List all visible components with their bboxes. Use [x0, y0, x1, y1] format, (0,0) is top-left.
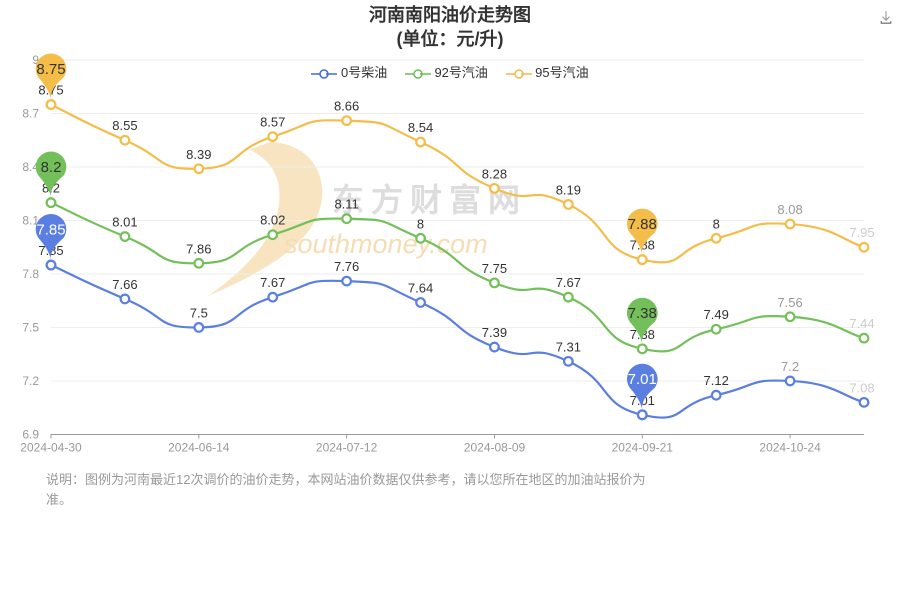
svg-text:7.08: 7.08 [849, 380, 874, 395]
svg-text:2024-06-14: 2024-06-14 [168, 440, 230, 454]
svg-text:8.2: 8.2 [41, 159, 62, 176]
svg-text:7.64: 7.64 [408, 280, 433, 295]
svg-text:7.85: 7.85 [36, 221, 65, 238]
svg-text:2024-10-24: 2024-10-24 [759, 440, 821, 454]
svg-text:8.01: 8.01 [112, 215, 137, 230]
svg-text:8.02: 8.02 [260, 213, 285, 228]
svg-text:7.2: 7.2 [22, 374, 39, 388]
svg-text:8.55: 8.55 [112, 118, 137, 133]
svg-text:7.95: 7.95 [849, 225, 874, 240]
svg-text:7.8: 7.8 [22, 267, 39, 281]
svg-text:7.88: 7.88 [628, 216, 657, 233]
svg-text:8.28: 8.28 [482, 166, 507, 181]
svg-text:7.49: 7.49 [704, 307, 729, 322]
svg-text:8.7: 8.7 [22, 106, 39, 120]
svg-text:8.57: 8.57 [260, 115, 285, 130]
svg-text:7.56: 7.56 [777, 295, 802, 310]
svg-text:8.66: 8.66 [334, 99, 359, 114]
svg-text:7.5: 7.5 [190, 305, 208, 320]
svg-text:8: 8 [417, 216, 424, 231]
svg-text:8.39: 8.39 [186, 147, 211, 162]
svg-text:7.5: 7.5 [22, 320, 39, 334]
svg-text:8.19: 8.19 [556, 182, 581, 197]
svg-text:7.2: 7.2 [781, 359, 799, 374]
svg-text:7.66: 7.66 [112, 277, 137, 292]
svg-text:7.86: 7.86 [186, 241, 211, 256]
svg-text:8: 8 [713, 216, 720, 231]
svg-text:2024-08-09: 2024-08-09 [464, 440, 526, 454]
svg-text:7.12: 7.12 [704, 373, 729, 388]
svg-text:7.39: 7.39 [482, 325, 507, 340]
svg-text:7.67: 7.67 [556, 275, 581, 290]
svg-text:2024-04-30: 2024-04-30 [20, 440, 82, 454]
svg-text:7.38: 7.38 [628, 305, 657, 322]
svg-text:2024-09-21: 2024-09-21 [612, 440, 674, 454]
svg-text:7.31: 7.31 [556, 339, 581, 354]
svg-text:7.76: 7.76 [334, 259, 359, 274]
svg-text:6.9: 6.9 [22, 427, 39, 441]
svg-text:8.54: 8.54 [408, 120, 433, 135]
svg-text:7.75: 7.75 [482, 261, 507, 276]
svg-text:7.01: 7.01 [628, 371, 657, 388]
svg-text:8.75: 8.75 [36, 61, 65, 78]
svg-text:2024-07-12: 2024-07-12 [316, 440, 378, 454]
svg-text:7.44: 7.44 [849, 316, 874, 331]
svg-text:8.08: 8.08 [777, 202, 802, 217]
svg-text:8.11: 8.11 [334, 197, 358, 212]
svg-text:7.67: 7.67 [260, 275, 285, 290]
